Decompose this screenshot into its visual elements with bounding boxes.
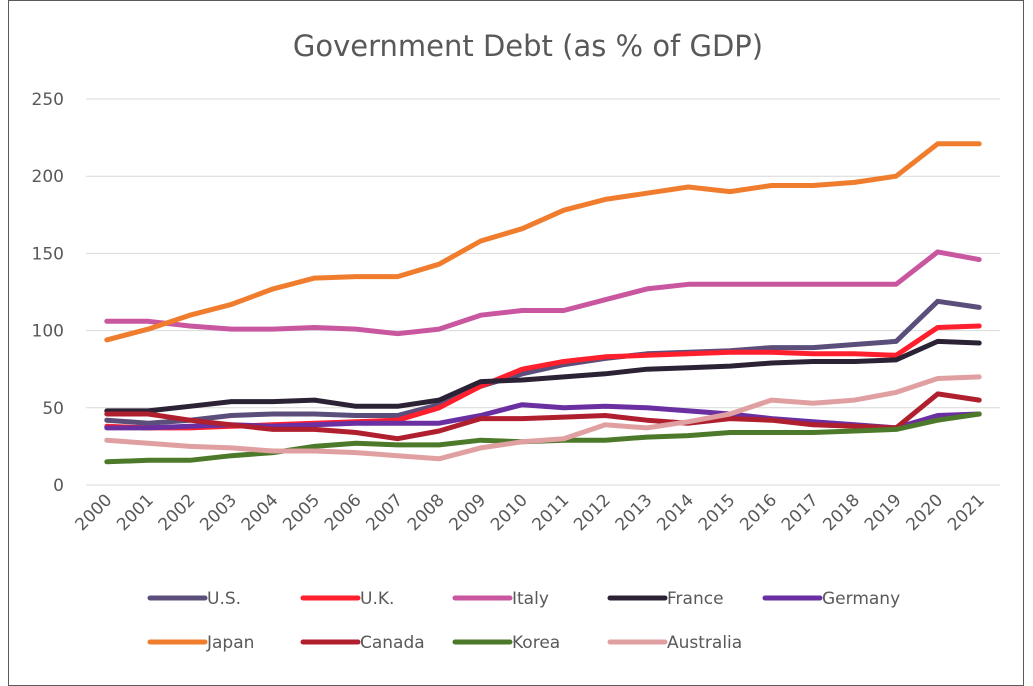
y-tick-label: 250	[32, 90, 64, 110]
series-line-australia	[104, 374, 982, 462]
series-line-u-s	[104, 298, 982, 426]
chart-title: Government Debt (as % of GDP)	[293, 29, 763, 63]
legend-item: Canada	[300, 633, 425, 653]
legend-item: Italy	[452, 589, 549, 609]
y-tick-label: 50	[42, 399, 64, 419]
x-tick-label: 2003	[196, 490, 241, 535]
x-tick-label: 2012	[570, 490, 615, 535]
series-line-canada	[104, 391, 982, 442]
legend-item: U.S.	[147, 589, 241, 609]
x-tick-label: 2002	[155, 490, 200, 535]
legend-label: Italy	[512, 589, 549, 609]
legend-item: Japan	[147, 633, 254, 653]
series-line-italy	[104, 249, 982, 337]
y-tick-label: 200	[32, 167, 64, 187]
x-tick-label: 2004	[238, 490, 283, 535]
y-axis-ticks: 0 50 100 150 200 250	[32, 90, 64, 496]
legend-item: France	[607, 589, 724, 609]
series-line-japan	[104, 141, 982, 343]
legend-item: Australia	[607, 633, 742, 653]
series-lines	[104, 141, 982, 465]
legend-item: Germany	[762, 589, 900, 609]
legend-label: Canada	[360, 633, 425, 653]
legend: U.S. U.K. Italy France Germany Japan Canada Kor…	[147, 589, 900, 653]
x-tick-label: 2014	[653, 490, 698, 535]
y-tick-label: 100	[32, 322, 64, 342]
x-tick-label: 2008	[404, 490, 449, 535]
legend-label: France	[667, 589, 724, 609]
x-axis-ticks: 2000200120022003200420052006200720082009…	[72, 490, 989, 535]
y-tick-label: 150	[32, 244, 64, 264]
x-tick-label: 2009	[445, 490, 490, 535]
x-tick-label: 2019	[861, 490, 906, 535]
x-tick-label: 2015	[695, 490, 740, 535]
x-tick-label: 2006	[321, 490, 366, 535]
legend-label: Australia	[667, 633, 742, 653]
x-tick-label: 2016	[736, 490, 781, 535]
x-tick-label: 2013	[612, 490, 657, 535]
x-tick-label: 2010	[487, 490, 532, 535]
legend-item: Korea	[452, 633, 560, 653]
y-tick-label: 0	[53, 476, 64, 496]
x-tick-label: 2017	[778, 490, 823, 535]
x-tick-label: 2020	[902, 490, 947, 535]
legend-label: U.K.	[360, 589, 394, 609]
legend-label: Japan	[206, 633, 254, 653]
x-tick-label: 2011	[529, 490, 574, 535]
x-tick-label: 2005	[279, 490, 324, 535]
x-tick-label: 2007	[362, 490, 407, 535]
legend-label: Korea	[512, 633, 560, 653]
x-tick-label: 2018	[819, 490, 864, 535]
series-line-france	[104, 338, 982, 414]
legend-label: U.S.	[207, 589, 241, 609]
x-tick-label: 2000	[72, 490, 117, 535]
legend-item: U.K.	[300, 589, 394, 609]
x-tick-label: 2001	[113, 490, 158, 535]
x-tick-label: 2021	[944, 490, 989, 535]
legend-label: Germany	[822, 589, 900, 609]
